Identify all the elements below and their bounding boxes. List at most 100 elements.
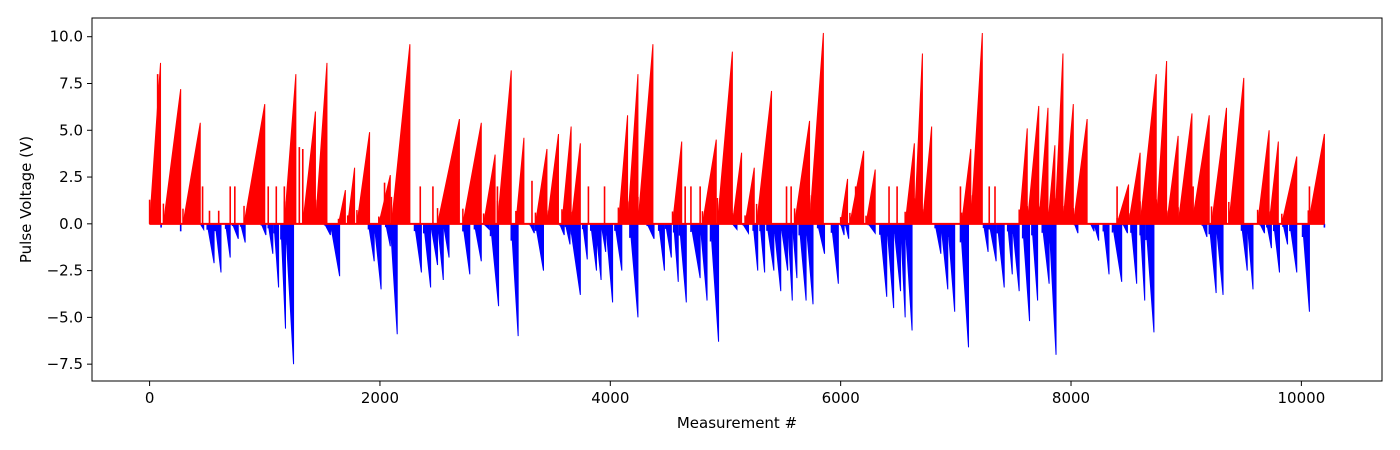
positive-pulse-ramp-44 xyxy=(1054,53,1064,225)
positive-pulse-ramp-28 xyxy=(744,167,755,225)
negative-pulse-ramp-71 xyxy=(959,223,970,348)
x-tick-label-2: 4000 xyxy=(591,389,629,407)
negative-pulse-ramp-45 xyxy=(699,223,708,301)
negative-pulse-ramp-100 xyxy=(1301,223,1310,312)
negative-pulse-ramp-52 xyxy=(773,223,782,292)
positive-pulse-ramp-41 xyxy=(1026,105,1040,225)
positive-pulse-ramp-49 xyxy=(1139,74,1157,225)
y-tick-label-3: 0.0 xyxy=(59,215,83,233)
negative-pulse-ramp-53 xyxy=(780,223,789,271)
positive-pulse-ramp-40 xyxy=(1018,128,1028,225)
negative-pulse-ramp-26 xyxy=(510,223,519,337)
negative-pulse-ramp-18 xyxy=(423,223,432,288)
negative-pulse-ramp-73 xyxy=(988,223,997,262)
positive-pulse-ramp-34 xyxy=(865,169,876,225)
positive-pulse-ramp-1 xyxy=(162,89,182,225)
y-tick-label-4: 2.5 xyxy=(59,168,83,186)
positive-pulse-ramp-2 xyxy=(182,122,201,225)
positive-pulse-ramp-48 xyxy=(1128,152,1141,225)
negative-pulse-ramp-11 xyxy=(323,223,331,236)
positive-pulse-ramp-43 xyxy=(1047,145,1056,225)
negative-pulse-ramp-20 xyxy=(436,223,444,281)
negative-pulse-ramp-38 xyxy=(629,223,639,318)
y-tick-label-7: 10.0 xyxy=(50,28,83,46)
negative-pulse-ramp-37 xyxy=(614,223,623,271)
negative-pulse-ramp-68 xyxy=(934,223,942,254)
plot-frame xyxy=(91,17,1383,382)
positive-pulse-ramp-31 xyxy=(809,32,824,225)
positive-pulse-ramp-18 xyxy=(546,133,559,225)
positive-pulse-ramp-38 xyxy=(961,148,972,225)
positive-pulse-ramp-5 xyxy=(302,111,316,225)
negative-pulse-ramp-13 xyxy=(367,223,375,262)
negative-pulse-ramp-1 xyxy=(206,223,215,264)
positive-pulse-series xyxy=(148,32,1325,225)
positive-pulse-ramp-36 xyxy=(913,53,923,225)
positive-pulse-ramp-15 xyxy=(496,70,512,225)
positive-pulse-ramp-29 xyxy=(756,90,773,225)
negative-pulse-ramp-79 xyxy=(1041,223,1050,284)
negative-pulse-ramp-62 xyxy=(867,223,876,235)
negative-pulse-ramp-43 xyxy=(678,223,687,303)
positive-pulse-ramp-25 xyxy=(701,139,717,225)
positive-pulse-ramp-13 xyxy=(462,122,482,225)
negative-pulse-ramp-89 xyxy=(1145,223,1155,333)
negative-pulse-ramp-46 xyxy=(709,223,720,342)
negative-pulse-ramp-12 xyxy=(329,223,341,277)
positive-pulse-ramp-6 xyxy=(314,62,328,225)
positive-pulse-ramp-14 xyxy=(483,154,496,225)
negative-pulse-ramp-40 xyxy=(658,223,665,271)
negative-pulse-ramp-57 xyxy=(805,223,814,305)
y-tick-label-5: 5.0 xyxy=(59,121,83,139)
positive-pulse-ramp-56 xyxy=(1257,130,1270,225)
negative-pulse-ramp-80 xyxy=(1048,223,1057,355)
positive-pulse-ramp-17 xyxy=(534,148,548,225)
positive-pulse-ramp-19 xyxy=(561,126,572,225)
positive-pulse-ramp-11 xyxy=(390,44,411,225)
positive-pulse-ramp-16 xyxy=(515,137,525,225)
negative-pulse-ramp-19 xyxy=(430,223,439,266)
positive-pulse-ramp-9 xyxy=(356,132,371,225)
negative-pulse-ramp-87 xyxy=(1130,223,1138,284)
positive-pulse-ramp-30 xyxy=(794,120,811,225)
x-tick-label-3: 6000 xyxy=(822,389,860,407)
negative-pulse-ramp-56 xyxy=(798,223,807,301)
x-axis-ticks: 0 2000 4000 6000 8000 10000 xyxy=(145,381,1325,407)
negative-pulse-ramp-93 xyxy=(1240,223,1248,271)
y-axis-ticks: −7.5 −5.0 −2.5 0.0 2.5 5.0 7.5 10.0 xyxy=(47,28,92,373)
positive-pulse-ramp-50 xyxy=(1155,61,1168,225)
x-tick-label-0: 0 xyxy=(145,389,155,407)
positive-pulse-ramp-23 xyxy=(637,44,654,225)
positive-pulse-ramp-8 xyxy=(347,167,356,225)
x-tick-label-4: 8000 xyxy=(1052,389,1090,407)
negative-pulse-ramp-39 xyxy=(646,223,655,240)
positive-pulse-ramp-24 xyxy=(671,141,683,225)
negative-pulse-series xyxy=(160,223,1326,365)
y-axis-label: Pulse Voltage (V) xyxy=(17,136,35,263)
negative-pulse-ramp-31 xyxy=(569,223,581,295)
negative-pulse-ramp-23 xyxy=(473,223,482,262)
positive-pulse-ramp-27 xyxy=(731,152,743,225)
negative-pulse-ramp-84 xyxy=(1102,223,1110,275)
negative-pulse-ramp-41 xyxy=(664,223,672,258)
positive-pulse-ramp-21 xyxy=(617,115,629,225)
negative-pulse-ramp-2 xyxy=(214,223,222,273)
negative-pulse-ramp-44 xyxy=(690,223,701,279)
x-tick-label-1: 2000 xyxy=(361,389,399,407)
negative-pulse-ramp-10 xyxy=(284,223,295,365)
y-tick-label-6: 7.5 xyxy=(59,74,83,92)
negative-pulse-ramp-97 xyxy=(1273,223,1280,273)
negative-pulse-ramp-69 xyxy=(940,223,949,290)
positive-pulse-ramp-32 xyxy=(840,178,849,225)
positive-pulse-ramp-54 xyxy=(1210,107,1228,225)
negative-pulse-ramp-22 xyxy=(462,223,471,275)
negative-pulse-ramp-28 xyxy=(534,223,544,271)
positive-pulse-ramp-12 xyxy=(436,118,460,225)
negative-pulse-ramp-14 xyxy=(373,223,382,290)
positive-pulse-ramp-46 xyxy=(1072,118,1088,225)
negative-pulse-ramp-74 xyxy=(996,223,1005,288)
positive-pulse-ramp-53 xyxy=(1191,115,1210,225)
y-tick-label-2: −2.5 xyxy=(47,262,83,280)
